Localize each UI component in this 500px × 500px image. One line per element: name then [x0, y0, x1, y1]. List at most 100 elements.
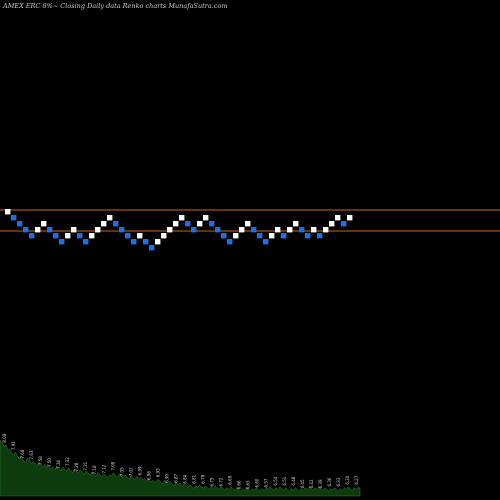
renko-brick-down [119, 227, 125, 233]
renko-brick-up [137, 233, 143, 239]
volume-label: 6.84 [183, 474, 188, 483]
volume-label: 6.42 [309, 479, 314, 488]
volume-label: 7.08 [110, 461, 115, 470]
renko-brick-down [281, 233, 287, 239]
renko-brick-down [77, 233, 83, 239]
volume-label: 6.54 [273, 476, 278, 485]
volume-label: 7.21 [83, 461, 88, 470]
renko-brick-up [65, 233, 71, 239]
volume-label: 6.36 [327, 477, 332, 486]
volume-label: 7.32 [65, 457, 70, 466]
volume-label: 6.99 [137, 466, 142, 475]
renko-brick-down [299, 227, 305, 233]
volume-label: 6.57 [264, 478, 269, 487]
renko-brick-down [221, 233, 227, 239]
volume-label: 7.12 [101, 464, 106, 473]
renko-brick-down [305, 233, 311, 239]
volume-label: 6.90 [164, 473, 169, 482]
volume-label: 6.75 [210, 477, 215, 486]
renko-brick-down [113, 221, 119, 227]
volume-label: 7.28 [74, 462, 79, 471]
chart-title: AMEX ERC 8%~ Closing Daily data Renko ch… [2, 2, 228, 10]
renko-brick-up [269, 233, 275, 239]
renko-brick-up [35, 227, 41, 233]
renko-brick-down [149, 245, 155, 251]
volume-label: 7.91 [11, 441, 16, 450]
volume-label: 6.87 [173, 473, 178, 482]
volume-label: 6.93 [155, 468, 160, 477]
renko-brick-down [59, 239, 65, 245]
renko-brick-down [341, 221, 347, 227]
volume-label: 6.51 [282, 476, 287, 485]
volume-label: 7.02 [128, 467, 133, 476]
volume-label: 6.81 [192, 474, 197, 483]
volume-label: 6.33 [336, 477, 341, 486]
renko-brick-up [41, 221, 47, 227]
renko-brick-up [335, 215, 341, 221]
renko-brick-down [185, 221, 191, 227]
volume-label: 6.96 [146, 471, 151, 480]
renko-brick-up [203, 215, 209, 221]
renko-brick-up [71, 227, 77, 233]
volume-label: 8.08 [2, 433, 7, 442]
volume-label: 6.60 [255, 478, 260, 487]
renko-bricks [5, 209, 353, 251]
volume-label: 7.58 [38, 456, 43, 465]
renko-brick-down [23, 227, 29, 233]
renko-brick-down [191, 227, 197, 233]
renko-brick-up [161, 233, 167, 239]
renko-brick-up [293, 221, 299, 227]
renko-brick-down [209, 221, 215, 227]
renko-brick-up [287, 227, 293, 233]
renko-brick-up [95, 227, 101, 233]
volume-label: 6.45 [300, 479, 305, 488]
renko-brick-down [227, 239, 233, 245]
renko-brick-up [311, 227, 317, 233]
volume-labels: 8.08 7.91 7.68 7.63 7.58 7.50 7.36 7.32 7.28 7.21… [2, 433, 359, 489]
renko-brick-down [125, 233, 131, 239]
renko-brick-down [143, 239, 149, 245]
renko-brick-up [233, 233, 239, 239]
renko-brick-up [197, 221, 203, 227]
reference-lines [0, 209, 500, 232]
volume-label: 6.72 [219, 477, 224, 486]
volume-area [0, 439, 361, 497]
renko-brick-up [245, 221, 251, 227]
volume-label: 6.66 [237, 480, 242, 489]
volume-label: 7.05 [119, 467, 124, 476]
renko-brick-up [173, 221, 179, 227]
renko-brick-up [155, 239, 161, 245]
renko-brick-up [329, 221, 335, 227]
renko-brick-up [323, 227, 329, 233]
volume-label: 7.18 [92, 465, 97, 474]
renko-brick-up [347, 215, 353, 221]
renko-brick-down [29, 233, 35, 239]
renko-brick-up [89, 233, 95, 239]
renko-brick-up [101, 221, 107, 227]
volume-label: 6.48 [291, 476, 296, 485]
renko-brick-down [47, 227, 53, 233]
renko-brick-up [5, 209, 11, 215]
renko-brick-down [257, 233, 263, 239]
volume-label: 6.30 [345, 475, 350, 484]
renko-brick-down [215, 227, 221, 233]
volume-label: 7.50 [47, 458, 52, 467]
volume-label: 7.36 [56, 459, 61, 468]
renko-brick-down [131, 239, 137, 245]
renko-brick-up [167, 227, 173, 233]
renko-brick-down [17, 221, 23, 227]
volume-label: 7.68 [20, 449, 25, 458]
renko-brick-up [239, 227, 245, 233]
renko-brick-up [179, 215, 185, 221]
volume-label: 7.63 [29, 450, 34, 459]
volume-area-path [0, 439, 361, 497]
renko-brick-down [317, 233, 323, 239]
renko-brick-down [11, 215, 17, 221]
volume-label: 6.27 [354, 475, 359, 484]
volume-label: 6.63 [246, 480, 251, 489]
volume-label: 6.78 [201, 474, 206, 483]
renko-brick-down [83, 239, 89, 245]
renko-brick-up [107, 215, 113, 221]
